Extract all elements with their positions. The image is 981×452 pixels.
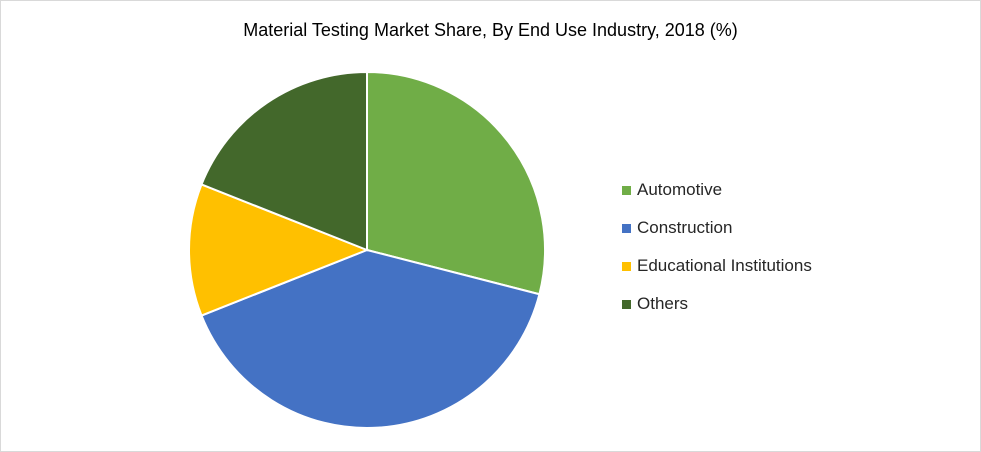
legend-item-educational-institutions: Educational Institutions — [622, 247, 812, 285]
chart-legend: Automotive Construction Educational Instit… — [622, 171, 812, 323]
legend-item-others: Others — [622, 285, 812, 323]
legend-swatch — [622, 223, 631, 233]
chart-title: Material Testing Market Share, By End Us… — [243, 20, 738, 40]
legend-swatch — [622, 261, 631, 271]
legend-label: Educational Institutions — [637, 256, 812, 275]
pie-slice-construction — [200, 248, 541, 429]
pie-slice-automotive — [366, 70, 546, 296]
pie-slice-educational-institutions — [188, 183, 370, 317]
legend-label: Construction — [637, 218, 733, 237]
legend-item-construction: Construction — [622, 209, 812, 247]
pie-slice-others — [200, 70, 368, 252]
legend-label: Automotive — [637, 180, 723, 199]
legend-label: Others — [637, 294, 689, 313]
legend-item-automotive: Automotive — [622, 171, 812, 209]
legend-swatch — [622, 185, 631, 195]
legend-swatch — [622, 299, 631, 309]
